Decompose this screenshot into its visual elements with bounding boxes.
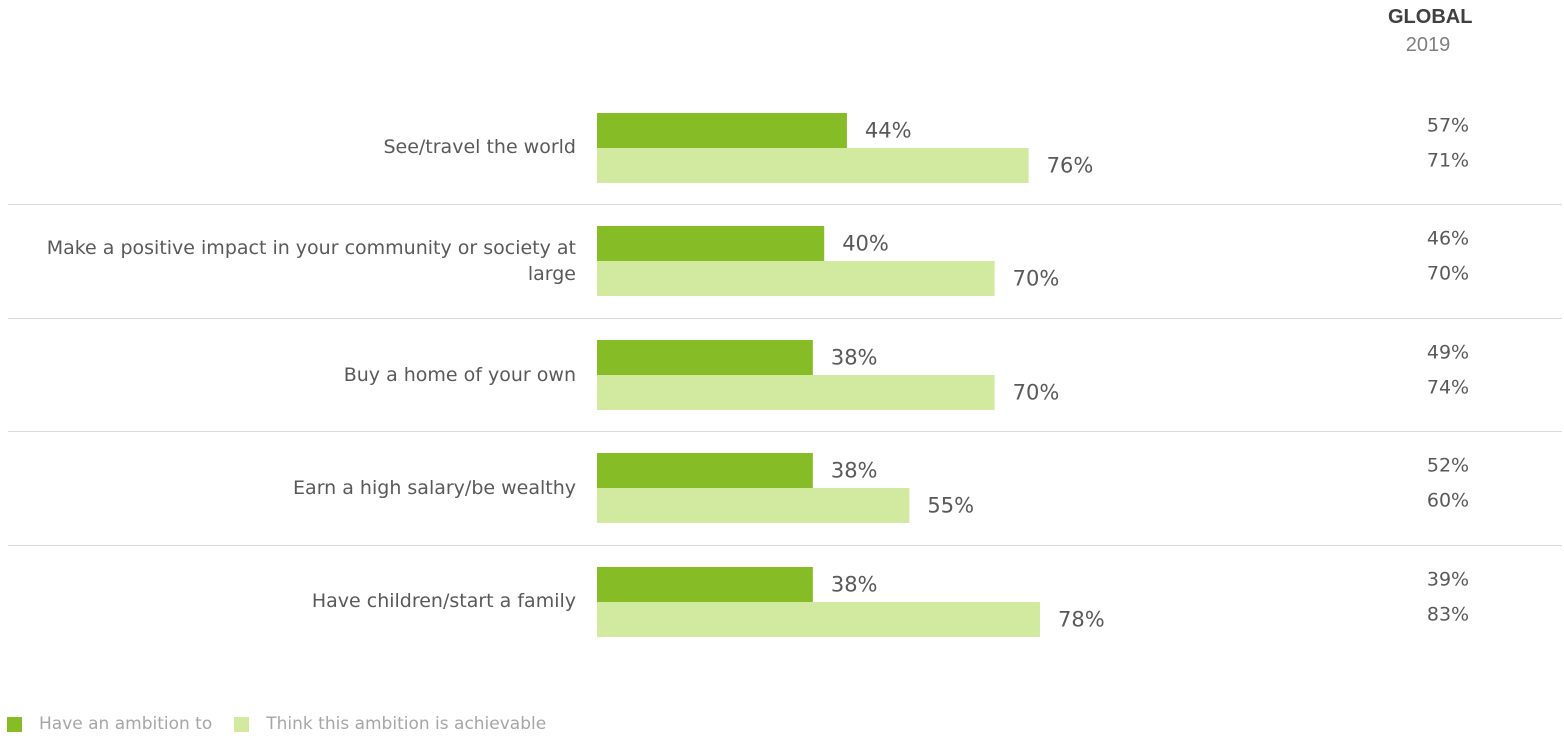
bar-value-label: 40% (842, 232, 889, 256)
global-2019-value: 46% (1427, 228, 1469, 250)
bar-value-label: 55% (927, 494, 974, 518)
global-header: GLOBAL (1388, 6, 1473, 28)
bar-value-label: 70% (1013, 381, 1060, 405)
bar-value-label: 38% (831, 459, 878, 483)
bar-value-label: 38% (831, 573, 878, 597)
bar-ambition (597, 567, 813, 602)
bar-ambition (597, 113, 847, 148)
bar-achievable (597, 488, 910, 523)
row-divider (8, 545, 1562, 546)
global-2019-value: 39% (1427, 569, 1469, 591)
global-2019-value: 70% (1427, 263, 1469, 285)
row-divider (8, 318, 1562, 319)
bar-achievable (597, 261, 995, 296)
global-2019-value: 57% (1427, 115, 1469, 137)
global-2019-value: 83% (1427, 604, 1469, 626)
bar-value-label: 38% (831, 346, 878, 370)
row-divider (8, 204, 1562, 205)
global-2019-value: 71% (1427, 150, 1469, 172)
bar-achievable (597, 375, 995, 410)
global-2019-value: 60% (1427, 490, 1469, 512)
legend-item-achievable: Think this ambition is achievable (234, 714, 546, 734)
bar-ambition (597, 453, 813, 488)
row-divider (8, 431, 1562, 432)
category-label: Make a positive impact in your community… (46, 237, 576, 285)
legend-label-achievable: Think this ambition is achievable (266, 714, 547, 734)
bar-value-label: 78% (1058, 608, 1105, 632)
legend-item-ambition: Have an ambition to (7, 714, 212, 734)
global-2019-value: 74% (1427, 377, 1469, 399)
category-label: Buy a home of your own (343, 364, 576, 386)
legend: Have an ambition to Think this ambition … (7, 714, 568, 734)
category-label: See/travel the world (383, 136, 576, 158)
bar-value-label: 76% (1047, 154, 1094, 178)
global-year: 2019 (1405, 34, 1451, 56)
bar-ambition (597, 340, 813, 375)
bar-ambition (597, 226, 825, 261)
bar-value-label: 44% (865, 119, 912, 143)
category-label: Earn a high salary/be wealthy (293, 477, 576, 499)
global-2019-value: 49% (1427, 342, 1469, 364)
bar-achievable (597, 602, 1041, 637)
category-label: Have children/start a family (311, 590, 576, 612)
legend-swatch-ambition (7, 716, 22, 732)
legend-label-ambition: Have an ambition to (39, 714, 213, 734)
global-2019-value: 52% (1427, 455, 1469, 477)
bar-achievable (597, 148, 1029, 183)
bar-value-label: 70% (1013, 267, 1060, 291)
legend-swatch-achievable (234, 716, 250, 732)
